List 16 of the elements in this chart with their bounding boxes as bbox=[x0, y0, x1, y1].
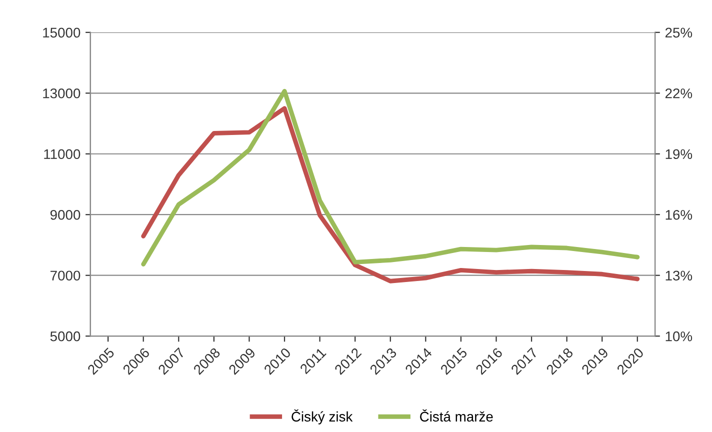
y-tick-label: 11000 bbox=[44, 149, 80, 160]
y2-tick-label: 13% bbox=[666, 270, 692, 281]
y-tick-label: 15000 bbox=[43, 28, 80, 38]
y-tick-label: 5000 bbox=[50, 331, 80, 342]
legend-label: Čistá marže bbox=[420, 409, 493, 422]
y-tick-label: 7000 bbox=[50, 270, 80, 281]
y-tick-label: 9000 bbox=[50, 210, 80, 220]
y2-tick-label: 25% bbox=[665, 28, 692, 38]
y2-tick-label: 22% bbox=[665, 88, 692, 98]
y2-tick-label: 10% bbox=[666, 331, 692, 342]
line-series bbox=[141, 106, 640, 284]
legend-label: Čiský zisk bbox=[292, 409, 353, 424]
y2-tick-label: 16% bbox=[666, 210, 692, 220]
line-series bbox=[141, 88, 640, 266]
y-tick-label: 13000 bbox=[43, 88, 80, 98]
y2-tick-label: 19% bbox=[666, 149, 692, 160]
